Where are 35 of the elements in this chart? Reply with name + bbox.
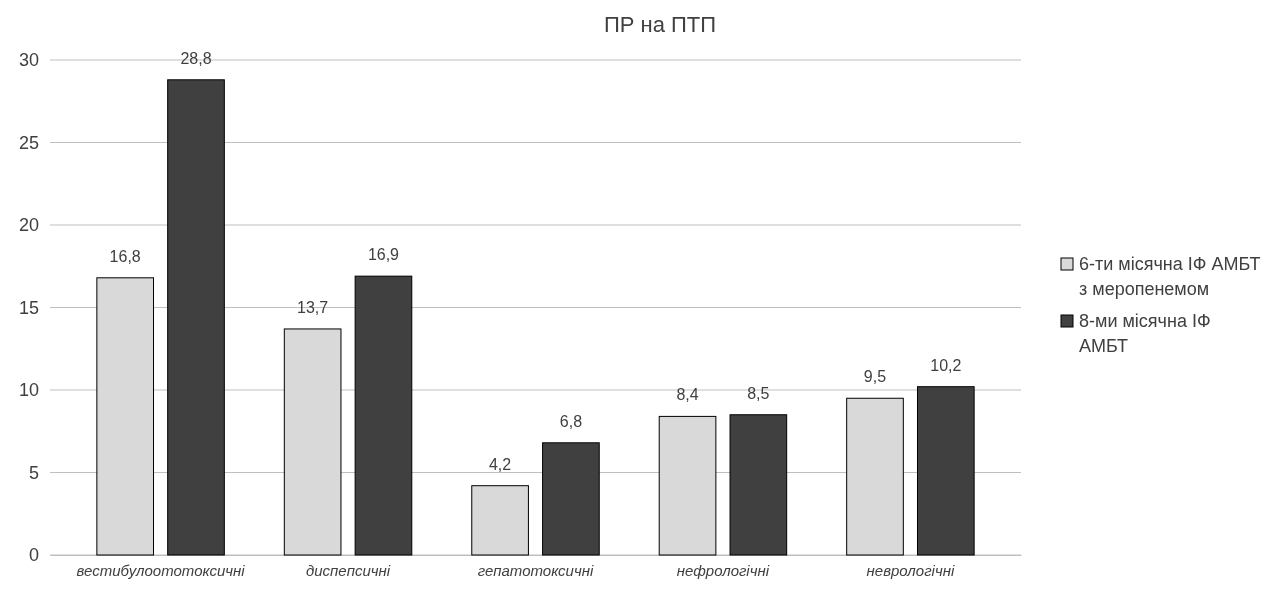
bar — [658, 415, 717, 556]
bar — [729, 414, 788, 556]
x-tick-label: гепатотоксичні — [477, 562, 594, 579]
x-tick-label: диспепсичні — [305, 562, 391, 579]
chart-title: ПР на ПТП — [603, 12, 717, 37]
bar — [916, 386, 975, 556]
x-tick-label: неврологічні — [866, 562, 955, 579]
data-label: 9,5 — [863, 368, 887, 386]
bar — [96, 277, 155, 556]
data-label: 8,4 — [676, 386, 699, 404]
y-tick-label: 15 — [18, 297, 39, 318]
y-tick-label: 10 — [18, 380, 39, 401]
legend-label: 8-ми місячна ІФ АМБТ — [1079, 311, 1211, 356]
data-label: 4,2 — [488, 455, 512, 473]
bar — [167, 79, 225, 556]
legend-label: 6-ти місячна ІФ АМБТ з меропенемом — [1079, 254, 1261, 299]
y-tick-label: 25 — [18, 132, 39, 153]
x-tick-label: нефрологічні — [676, 562, 770, 579]
bar — [283, 328, 342, 556]
y-tick-label: 20 — [18, 215, 39, 236]
data-label: 16,9 — [367, 246, 400, 264]
data-label: 6,8 — [559, 412, 583, 430]
bar — [846, 397, 904, 556]
y-tick-label: 0 — [28, 545, 39, 566]
data-label: 28,8 — [180, 49, 212, 67]
bar — [354, 275, 413, 556]
bar — [471, 485, 529, 556]
data-label: 8,5 — [747, 384, 770, 402]
x-tick-label: вестибулоототоксичні — [76, 562, 246, 579]
data-label: 16,8 — [109, 247, 141, 265]
data-label: 10,2 — [930, 356, 962, 374]
bar — [542, 442, 600, 556]
y-tick-label: 30 — [18, 50, 39, 71]
y-tick-label: 5 — [28, 462, 39, 483]
data-label: 13,7 — [297, 298, 329, 316]
